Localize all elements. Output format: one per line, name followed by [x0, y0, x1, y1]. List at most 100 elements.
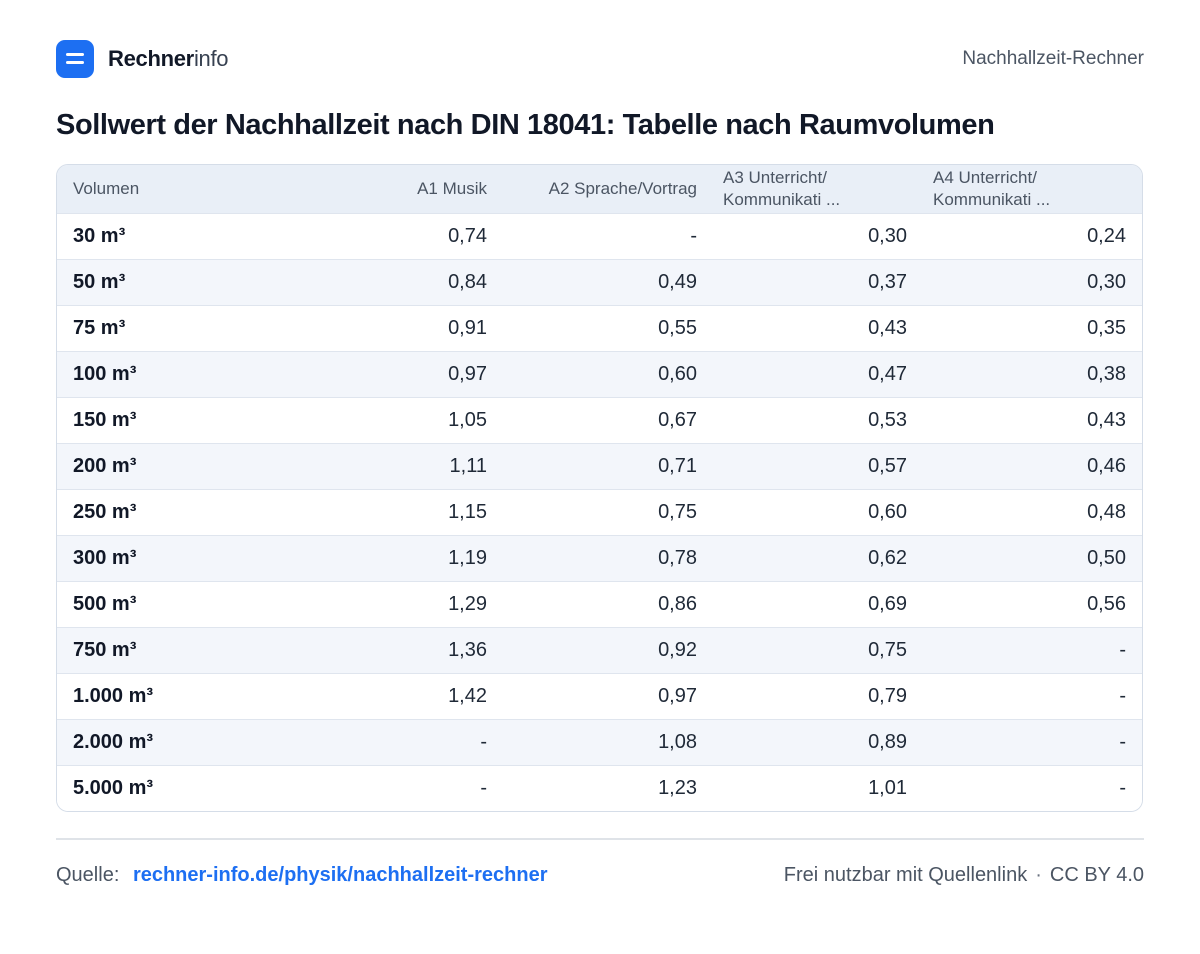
volume-cell: 300 m³ — [57, 534, 287, 581]
table-row: 500 m³ 1,29 0,86 0,69 0,56 — [57, 580, 1142, 627]
value-cell: - — [287, 718, 503, 765]
table-row: 30 m³ 0,74-0,30 0,24 — [57, 212, 1142, 259]
column-header: Volumen — [73, 178, 140, 198]
volume-cell: 200 m³ — [57, 442, 287, 489]
value-cell: - — [923, 626, 1142, 673]
table-body: 30 m³ 0,74-0,30 0,24 50 m³ 0,84 0,49 0,37 0,30 7… — [57, 212, 1142, 811]
source: Quelle: rechner-info.de/physik/nachhallz… — [56, 864, 548, 887]
value-cell: 0,75 — [713, 626, 923, 673]
value-cell: 0,43 — [923, 396, 1142, 443]
volume-cell: 750 m³ — [57, 626, 287, 673]
volume-cell: 150 m³ — [57, 396, 287, 443]
value-cell: - — [923, 764, 1142, 811]
value-cell: 0,78 — [503, 534, 713, 581]
license-name: CC BY 4.0 — [1049, 863, 1144, 886]
source-label: Quelle: — [56, 863, 120, 886]
table-row: 300 m³ 1,19 0,78 0,62 0,50 — [57, 534, 1142, 581]
value-cell: 0,43 — [713, 304, 923, 351]
column-header: A4 Unterricht/ Kommunikati ... — [933, 167, 1051, 209]
volume-cell: 100 m³ — [57, 350, 287, 397]
value-cell: 1,42 — [287, 672, 503, 719]
value-cell: 0,50 — [923, 534, 1142, 581]
value-cell: 0,30 — [923, 258, 1142, 305]
brand-name-light: info — [193, 46, 229, 71]
value-cell: 0,60 — [503, 350, 713, 397]
value-cell: 0,84 — [287, 258, 503, 305]
value-cell: 0,75 — [503, 488, 713, 535]
tool-name: Nachhallzeit-Rechner — [962, 48, 1144, 69]
column-header: A2 Sprache/Vortrag — [548, 178, 697, 198]
logo-icon — [56, 40, 94, 78]
value-cell: 0,35 — [923, 304, 1142, 351]
brand-name: Rechnerinfo — [108, 46, 229, 72]
value-cell: 0,92 — [503, 626, 713, 673]
page-title: Sollwert der Nachhallzeit nach DIN 18041… — [56, 109, 995, 141]
value-cell: - — [923, 718, 1142, 765]
value-cell: 0,89 — [713, 718, 923, 765]
value-cell: 0,55 — [503, 304, 713, 351]
volume-cell: 50 m³ — [57, 258, 287, 305]
volume-cell: 250 m³ — [57, 488, 287, 535]
brand-name-strong: Rechner — [108, 46, 194, 71]
value-cell: 0,97 — [503, 672, 713, 719]
value-cell: 1,23 — [503, 764, 713, 811]
value-cell: 0,37 — [713, 258, 923, 305]
volume-cell: 1.000 m³ — [57, 672, 287, 719]
value-cell: 1,19 — [287, 534, 503, 581]
brand[interactable]: Rechnerinfo — [56, 40, 229, 78]
value-cell: 0,47 — [713, 350, 923, 397]
license-separator: · — [1035, 863, 1042, 886]
table-row: 75 m³ 0,91 0,55 0,43 0,35 — [57, 304, 1142, 351]
value-cell: 0,46 — [923, 442, 1142, 489]
value-cell: 0,38 — [923, 350, 1142, 397]
table-row: 200 m³ 1,11 0,71 0,57 0,46 — [57, 442, 1142, 489]
volume-cell: 75 m³ — [57, 304, 287, 351]
value-cell: 0,60 — [713, 488, 923, 535]
value-cell: 0,53 — [713, 396, 923, 443]
value-cell: 0,62 — [713, 534, 923, 581]
value-cell: 0,71 — [503, 442, 713, 489]
value-cell: 0,79 — [713, 672, 923, 719]
source-link[interactable]: rechner-info.de/physik/nachhallzeit-rech… — [132, 863, 548, 886]
value-cell: 1,11 — [287, 442, 503, 489]
value-cell: 1,05 — [287, 396, 503, 443]
volume-cell: 2.000 m³ — [57, 718, 287, 765]
value-cell: 0,24 — [923, 212, 1142, 259]
value-cell: - — [503, 212, 713, 259]
value-cell: 0,48 — [923, 488, 1142, 535]
value-cell: 0,56 — [923, 580, 1142, 627]
value-cell: 0,69 — [713, 580, 923, 627]
value-cell: 0,30 — [713, 212, 923, 259]
volume-cell: 30 m³ — [57, 212, 287, 259]
value-cell: 0,91 — [287, 304, 503, 351]
table-container: Volumen A1 Musik A2 Sprache/Vortrag A3 Unte… — [56, 164, 1143, 812]
value-cell: 1,01 — [713, 764, 923, 811]
page: Rechnerinfo Nachhallzeit-Rechner Sollwer… — [56, 40, 1144, 887]
table-row: 250 m³ 1,15 0,75 0,60 0,48 — [57, 488, 1142, 535]
value-cell: 1,08 — [503, 718, 713, 765]
table-row: 750 m³ 1,36 0,92 0,75- — [57, 626, 1142, 673]
reverb-table: Volumen A1 Musik A2 Sprache/Vortrag A3 Unte… — [57, 165, 1142, 811]
value-cell: 1,15 — [287, 488, 503, 535]
value-cell: 0,74 — [287, 212, 503, 259]
value-cell: 0,57 — [713, 442, 923, 489]
license: Frei nutzbar mit Quellenlink · CC BY 4.0 — [784, 864, 1144, 887]
value-cell: 0,86 — [503, 580, 713, 627]
volume-cell: 5.000 m³ — [57, 764, 287, 811]
table-header-row: Volumen A1 Musik A2 Sprache/Vortrag A3 Unte… — [57, 165, 1142, 213]
table-row: 5.000 m³ -1,23 1,01- — [57, 764, 1142, 811]
volume-cell: 500 m³ — [57, 580, 287, 627]
value-cell: 1,36 — [287, 626, 503, 673]
license-text: Frei nutzbar mit Quellenlink — [783, 863, 1028, 886]
table-row: 50 m³ 0,84 0,49 0,37 0,30 — [57, 258, 1142, 305]
footer: Quelle: rechner-info.de/physik/nachhallz… — [56, 864, 1144, 887]
table-row: 1.000 m³ 1,42 0,97 0,79- — [57, 672, 1142, 719]
value-cell: 0,97 — [287, 350, 503, 397]
page-header: Rechnerinfo Nachhallzeit-Rechner — [56, 40, 1144, 78]
value-cell: 0,67 — [503, 396, 713, 443]
divider — [56, 838, 1144, 840]
column-header: A1 Musik — [417, 178, 487, 198]
value-cell: 1,29 — [287, 580, 503, 627]
value-cell: 0,49 — [503, 258, 713, 305]
column-header: A3 Unterricht/ Kommunikati ... — [723, 167, 841, 209]
